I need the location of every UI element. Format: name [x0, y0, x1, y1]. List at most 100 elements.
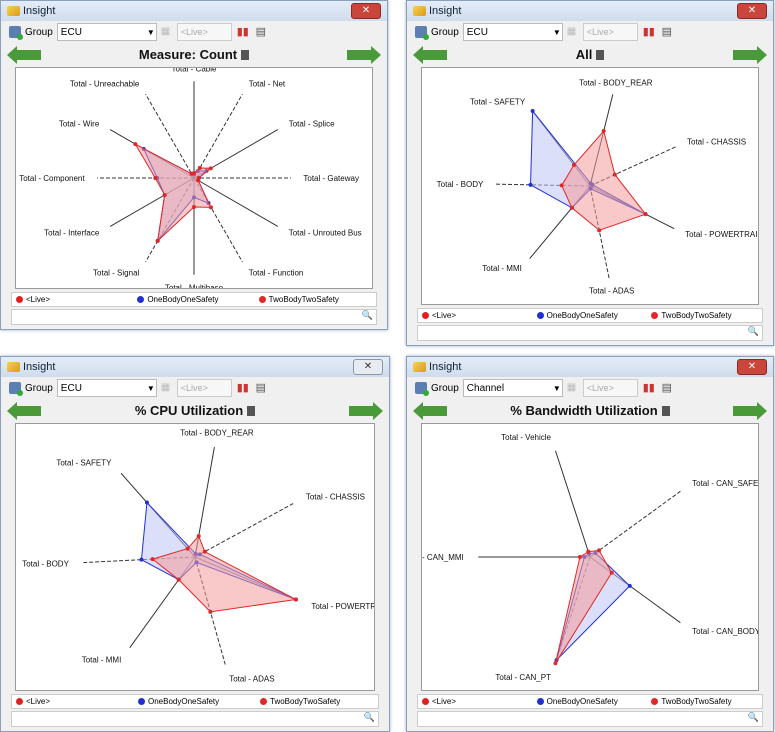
- table-icon[interactable]: ▤: [661, 26, 672, 38]
- chevron-down-icon: ▼: [552, 27, 561, 37]
- live-field[interactable]: <Live>: [582, 379, 638, 397]
- close-button[interactable]: ✕: [737, 359, 767, 375]
- search-icon[interactable]: 🔍: [363, 712, 375, 722]
- title-bar[interactable]: Insight ✕: [407, 357, 773, 377]
- live-field[interactable]: <Live>: [582, 23, 638, 41]
- group-select[interactable]: Channel ▼: [462, 379, 563, 397]
- legend-item-twobodytwosafety[interactable]: TwoBodyTwoSafety: [647, 311, 762, 320]
- previous-arrow-icon[interactable]: [7, 402, 41, 420]
- table-icon[interactable]: ▤: [255, 26, 266, 38]
- bar-chart-icon[interactable]: ▮▮: [236, 382, 249, 394]
- axis-label: Total - ADAS: [589, 286, 634, 295]
- previous-arrow-icon[interactable]: [7, 46, 41, 64]
- onebody-dot: [536, 698, 544, 705]
- axis-label: Total - CAN_BODY: [692, 627, 758, 636]
- onebody-dot: [536, 312, 544, 319]
- axis-label: Total - CAN_SAFETY: [692, 479, 758, 488]
- legend-item-onebodyonesafety[interactable]: OneBodyOneSafety: [533, 311, 648, 320]
- legend-label: <Live>: [432, 697, 457, 706]
- group-settings-icon[interactable]: [9, 26, 23, 40]
- toolbar: Group ECU ▼ ▦ <Live> ▮▮ ▤: [407, 21, 773, 43]
- group-settings-icon[interactable]: [415, 26, 429, 40]
- measure-header: Measure: Count: [1, 43, 387, 67]
- search-icon[interactable]: 🔍: [361, 310, 373, 320]
- bar-chart-icon[interactable]: ▮▮: [642, 382, 655, 394]
- group-select-value: Channel: [466, 382, 505, 394]
- radar-axis: [589, 490, 681, 558]
- snapshot-icon: ▦: [160, 26, 171, 37]
- bar-chart-icon[interactable]: ▮▮: [236, 26, 249, 38]
- app-icon: [7, 6, 20, 16]
- app-icon: [413, 362, 426, 372]
- table-icon[interactable]: ▤: [255, 382, 266, 394]
- group-settings-icon[interactable]: [415, 382, 429, 396]
- legend-item-onebodyonesafety[interactable]: OneBodyOneSafety: [134, 697, 256, 706]
- group-select[interactable]: ECU ▼: [462, 23, 563, 41]
- twobody-dot: [651, 698, 659, 705]
- legend-item-live[interactable]: <Live>: [418, 697, 533, 706]
- group-label: Group: [431, 382, 459, 394]
- previous-arrow-icon[interactable]: [413, 46, 447, 64]
- previous-arrow-icon[interactable]: [413, 402, 447, 420]
- chevron-down-icon: ▼: [552, 383, 561, 393]
- search-icon[interactable]: 🔍: [747, 712, 759, 722]
- legend-label: <Live>: [432, 311, 457, 320]
- next-arrow-icon[interactable]: [346, 46, 381, 64]
- group-settings-icon[interactable]: [9, 382, 23, 396]
- data-point: [155, 238, 160, 243]
- series-area-twobodytwosafety: [151, 535, 298, 613]
- calculator-icon[interactable]: [241, 50, 250, 60]
- axis-label: Total - Interface: [44, 229, 100, 238]
- group-select-value: ECU: [60, 382, 82, 394]
- search-icon[interactable]: 🔍: [747, 326, 759, 336]
- close-button[interactable]: ✕: [737, 3, 767, 19]
- data-point: [150, 557, 155, 562]
- data-point: [528, 182, 533, 187]
- title-bar[interactable]: Insight ✕: [1, 1, 387, 21]
- legend-item-live[interactable]: <Live>: [12, 295, 133, 304]
- next-arrow-icon[interactable]: [733, 46, 767, 64]
- axis-label: Total - Component: [19, 174, 85, 183]
- legend-item-live[interactable]: <Live>: [418, 311, 533, 320]
- group-select[interactable]: ECU ▼: [56, 379, 157, 397]
- axis-label: Total - SAFETY: [56, 458, 112, 467]
- calculator-icon[interactable]: [247, 406, 256, 416]
- legend-item-onebodyonesafety[interactable]: OneBodyOneSafety: [533, 697, 648, 706]
- measure-header: % CPU Utilization: [1, 399, 389, 423]
- insight-window: Insight ✕ Group Channel ▼ ▦ <Live> ▮▮ ▤ %…: [406, 356, 774, 732]
- table-icon[interactable]: ▤: [661, 382, 672, 394]
- legend-item-twobodytwosafety[interactable]: TwoBodyTwoSafety: [255, 295, 376, 304]
- live-field[interactable]: <Live>: [176, 23, 232, 41]
- bar-chart-icon[interactable]: ▮▮: [642, 26, 655, 38]
- axis-label: Total - MMI: [82, 656, 122, 665]
- live-field[interactable]: <Live>: [176, 379, 232, 397]
- title-bar[interactable]: Insight ✕: [407, 1, 773, 21]
- group-select[interactable]: ECU ▼: [56, 23, 157, 41]
- legend-item-onebodyonesafety[interactable]: OneBodyOneSafety: [133, 295, 254, 304]
- legend-label: OneBodyOneSafety: [148, 697, 220, 706]
- axis-label: Total - BODY_REAR: [579, 78, 653, 87]
- series-area-twobodytwosafety: [133, 142, 213, 243]
- toolbar: Group ECU ▼ ▦ <Live> ▮▮ ▤: [1, 21, 387, 43]
- calculator-icon[interactable]: [661, 406, 670, 416]
- title-bar[interactable]: Insight ✕: [1, 357, 389, 377]
- search-input[interactable]: 🔍: [417, 711, 763, 727]
- data-point: [153, 176, 158, 180]
- legend-label: TwoBodyTwoSafety: [661, 311, 732, 320]
- radar-chart: Total - Cable Total - Net Total - Splice To…: [15, 67, 373, 289]
- search-input[interactable]: 🔍: [11, 711, 379, 727]
- next-arrow-icon[interactable]: [732, 402, 767, 420]
- legend-item-live[interactable]: <Live>: [12, 697, 134, 706]
- next-arrow-icon[interactable]: [349, 402, 383, 420]
- calculator-icon[interactable]: [596, 50, 605, 60]
- close-button[interactable]: ✕: [353, 359, 383, 375]
- legend-item-twobodytwosafety[interactable]: TwoBodyTwoSafety: [256, 697, 378, 706]
- measure-title: All: [575, 47, 593, 62]
- measure-title: % CPU Utilization: [134, 403, 244, 418]
- data-point: [189, 171, 194, 176]
- axis-label: Total - Unrouted Bus: [289, 229, 362, 238]
- search-input[interactable]: 🔍: [417, 325, 763, 341]
- close-button[interactable]: ✕: [351, 3, 381, 19]
- legend-item-twobodytwosafety[interactable]: TwoBodyTwoSafety: [647, 697, 762, 706]
- search-input[interactable]: 🔍: [11, 309, 377, 325]
